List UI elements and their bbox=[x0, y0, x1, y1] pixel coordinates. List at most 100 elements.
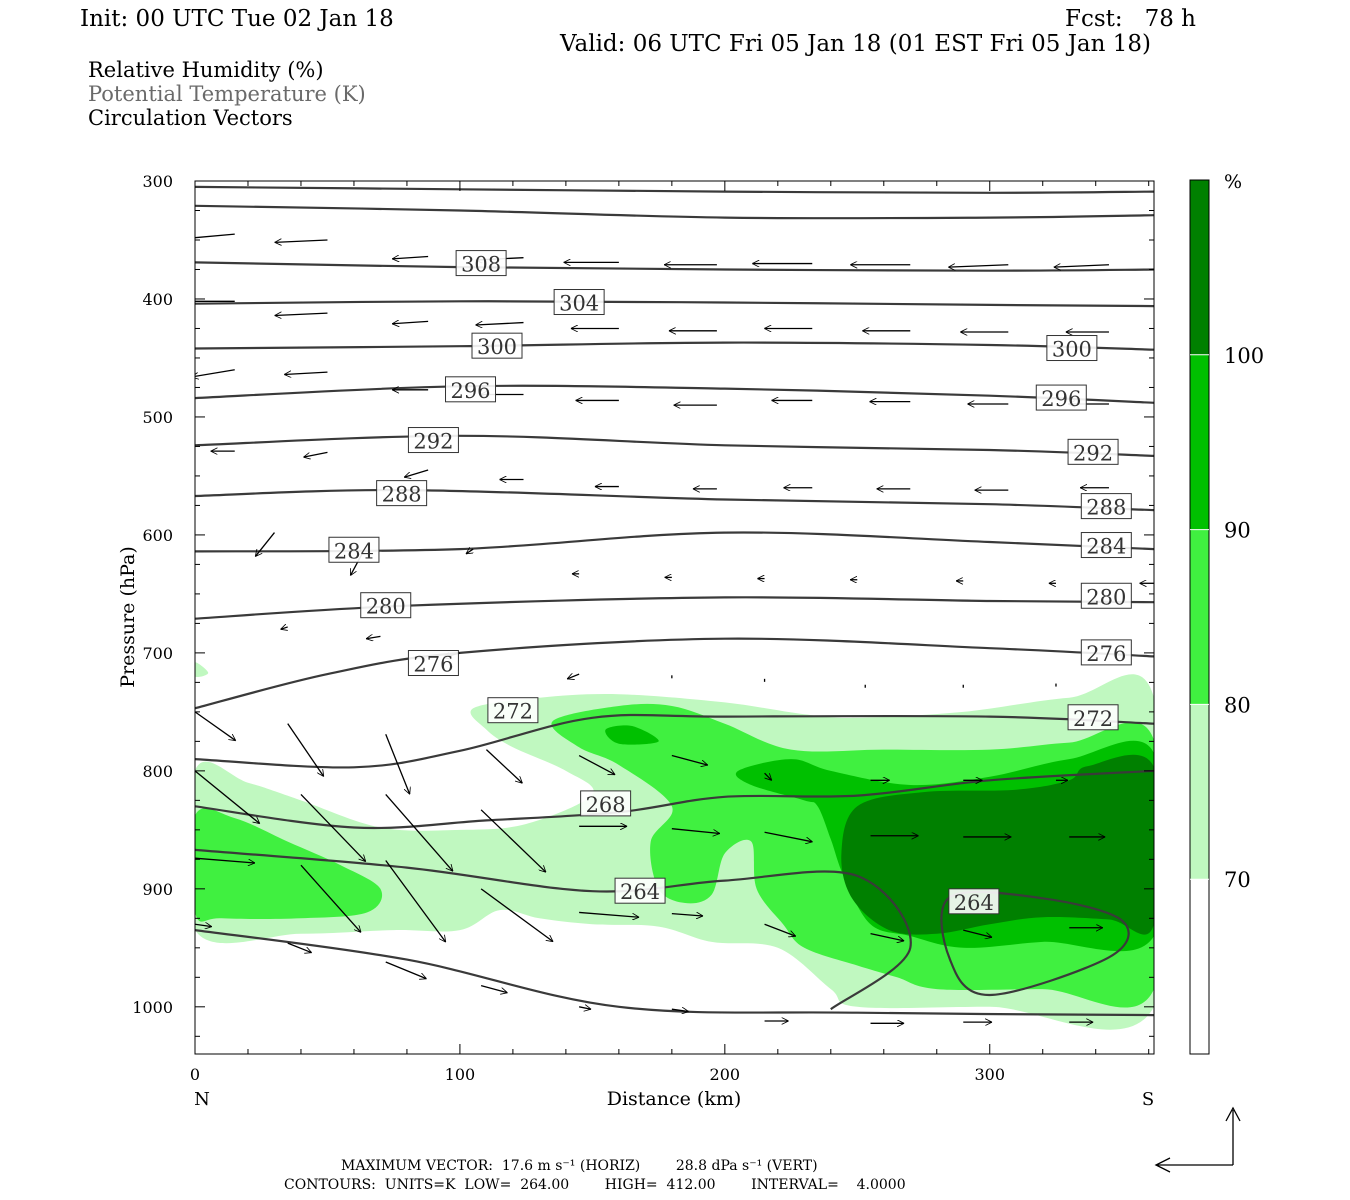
contour-label-308-0: 308 bbox=[455, 250, 507, 277]
contour-label-text: 276 bbox=[1086, 642, 1126, 666]
theta-contour-288-7 bbox=[195, 488, 1154, 512]
contour-label-292-6: 292 bbox=[407, 427, 459, 454]
vector-60 bbox=[287, 723, 325, 777]
colorbar-segment bbox=[1190, 180, 1209, 355]
x-tick-label: 100 bbox=[445, 1065, 476, 1084]
vector-32 bbox=[404, 469, 429, 477]
circulation-vectors bbox=[195, 233, 1154, 1023]
legend-rh: Relative Humidity (%) bbox=[88, 58, 324, 82]
vector-61 bbox=[385, 734, 410, 794]
vector-80 bbox=[300, 864, 361, 932]
vector-91 bbox=[385, 961, 427, 979]
rh-region-100-6 bbox=[841, 754, 1154, 935]
vector-1 bbox=[275, 240, 328, 242]
contour-label-text: 280 bbox=[366, 595, 406, 619]
footer-max-vector: MAXIMUM VECTOR: 17.6 m s⁻¹ (HORIZ) 28.8 … bbox=[341, 1158, 818, 1174]
y-tick-label: 900 bbox=[142, 880, 173, 899]
contour-label-272-16: 272 bbox=[487, 697, 539, 724]
contour-label-text: 284 bbox=[1086, 535, 1126, 559]
contour-label-280-13: 280 bbox=[1080, 582, 1132, 609]
theta-contours bbox=[195, 185, 1154, 1017]
vector-89 bbox=[195, 924, 212, 926]
theta-contour-264-13 bbox=[195, 848, 912, 1011]
vector-93 bbox=[579, 1007, 591, 1009]
contour-label-text: 288 bbox=[1086, 496, 1126, 520]
theta-contour-312-0 bbox=[195, 185, 1154, 194]
theta-contour-296-5 bbox=[195, 384, 1154, 404]
colorbar-level-label: 90 bbox=[1224, 519, 1251, 543]
vector-53 bbox=[567, 674, 580, 679]
vector-20 bbox=[195, 369, 235, 377]
vector-90 bbox=[287, 942, 312, 953]
contour-label-292-7: 292 bbox=[1067, 438, 1119, 465]
theta-contour-272-11 bbox=[195, 713, 1154, 769]
contour-label-296-4: 296 bbox=[445, 376, 497, 403]
colorbar-level-label: 70 bbox=[1224, 868, 1251, 892]
theta-contour-308-2 bbox=[195, 261, 1154, 272]
contour-label-text: 272 bbox=[1073, 707, 1113, 731]
theta-contour-292-6 bbox=[195, 434, 1154, 457]
x-left-end-label: N bbox=[194, 1089, 210, 1110]
y-tick-label: 800 bbox=[142, 762, 173, 781]
vector-72 bbox=[480, 809, 546, 872]
x-tick-label: 0 bbox=[190, 1065, 200, 1084]
theta-contour-268-12 bbox=[195, 769, 1154, 830]
contour-label-text: 280 bbox=[1086, 585, 1126, 609]
vector-70 bbox=[300, 794, 366, 861]
colorbar: 70 80 90 100 bbox=[1189, 179, 1264, 1055]
vector-13 bbox=[475, 323, 524, 325]
vector-81 bbox=[385, 860, 446, 943]
contour-label-text: 304 bbox=[559, 292, 599, 316]
rh-shading bbox=[195, 662, 1154, 1030]
vector-85 bbox=[764, 923, 796, 936]
contour-label-text: 284 bbox=[334, 539, 374, 563]
contour-label-300-3: 300 bbox=[1046, 335, 1098, 362]
colorbar-level-label: 80 bbox=[1224, 693, 1251, 717]
contour-label-text: 300 bbox=[1052, 338, 1092, 362]
vector-31 bbox=[303, 451, 328, 457]
vector-86 bbox=[870, 933, 905, 941]
vector-50 bbox=[281, 627, 288, 629]
contour-label-text: 292 bbox=[1073, 441, 1113, 465]
y-axis-label: Pressure (hPa) bbox=[117, 546, 139, 688]
vector-8 bbox=[948, 265, 1009, 267]
contour-label-272-17: 272 bbox=[1067, 704, 1119, 731]
contour-label-288-9: 288 bbox=[1080, 493, 1132, 520]
colorbar-segment bbox=[1190, 704, 1209, 880]
contour-label-text: 296 bbox=[1041, 387, 1081, 411]
y-tick-label: 600 bbox=[142, 526, 173, 545]
contour-label-text: 264 bbox=[620, 880, 660, 904]
rh-region-70-0 bbox=[195, 662, 209, 678]
vector-62 bbox=[485, 749, 522, 784]
vector-84 bbox=[671, 914, 703, 916]
theta-contour-260-15 bbox=[195, 929, 1154, 1017]
colorbar-segment bbox=[1190, 529, 1209, 705]
contour-label-280-12: 280 bbox=[360, 592, 412, 619]
theta-contour-300-4 bbox=[195, 341, 1154, 351]
y-tick-label: 1000 bbox=[132, 998, 173, 1017]
theta-contour-276-10 bbox=[195, 637, 1154, 710]
vector-40 bbox=[255, 532, 275, 557]
contour-label-text: 292 bbox=[413, 430, 453, 454]
reference-vector-icon bbox=[1154, 1106, 1241, 1173]
contour-label-304-1: 304 bbox=[553, 289, 605, 316]
vector-71 bbox=[385, 794, 453, 871]
vector-11 bbox=[275, 313, 328, 315]
y-tick-label: 300 bbox=[142, 172, 173, 191]
x-tick-label: 300 bbox=[974, 1065, 1005, 1084]
colorbar-level-label: 100 bbox=[1224, 344, 1264, 368]
init-time: Init: 00 UTC Tue 02 Jan 18 bbox=[80, 6, 394, 32]
theta-contour-280-9 bbox=[195, 596, 1154, 620]
vector-21 bbox=[284, 372, 328, 374]
vector-0 bbox=[195, 233, 235, 239]
colorbar-segment bbox=[1190, 879, 1209, 1054]
contour-label-264-21: 264 bbox=[948, 888, 1000, 915]
vector-79 bbox=[195, 857, 255, 863]
colorbar-frame bbox=[1189, 179, 1210, 1055]
legend-vectors: Circulation Vectors bbox=[88, 106, 293, 130]
vector-51 bbox=[366, 636, 381, 638]
vector-12 bbox=[392, 321, 429, 323]
vector-75 bbox=[764, 831, 813, 842]
contour-label-276-14: 276 bbox=[407, 650, 459, 677]
